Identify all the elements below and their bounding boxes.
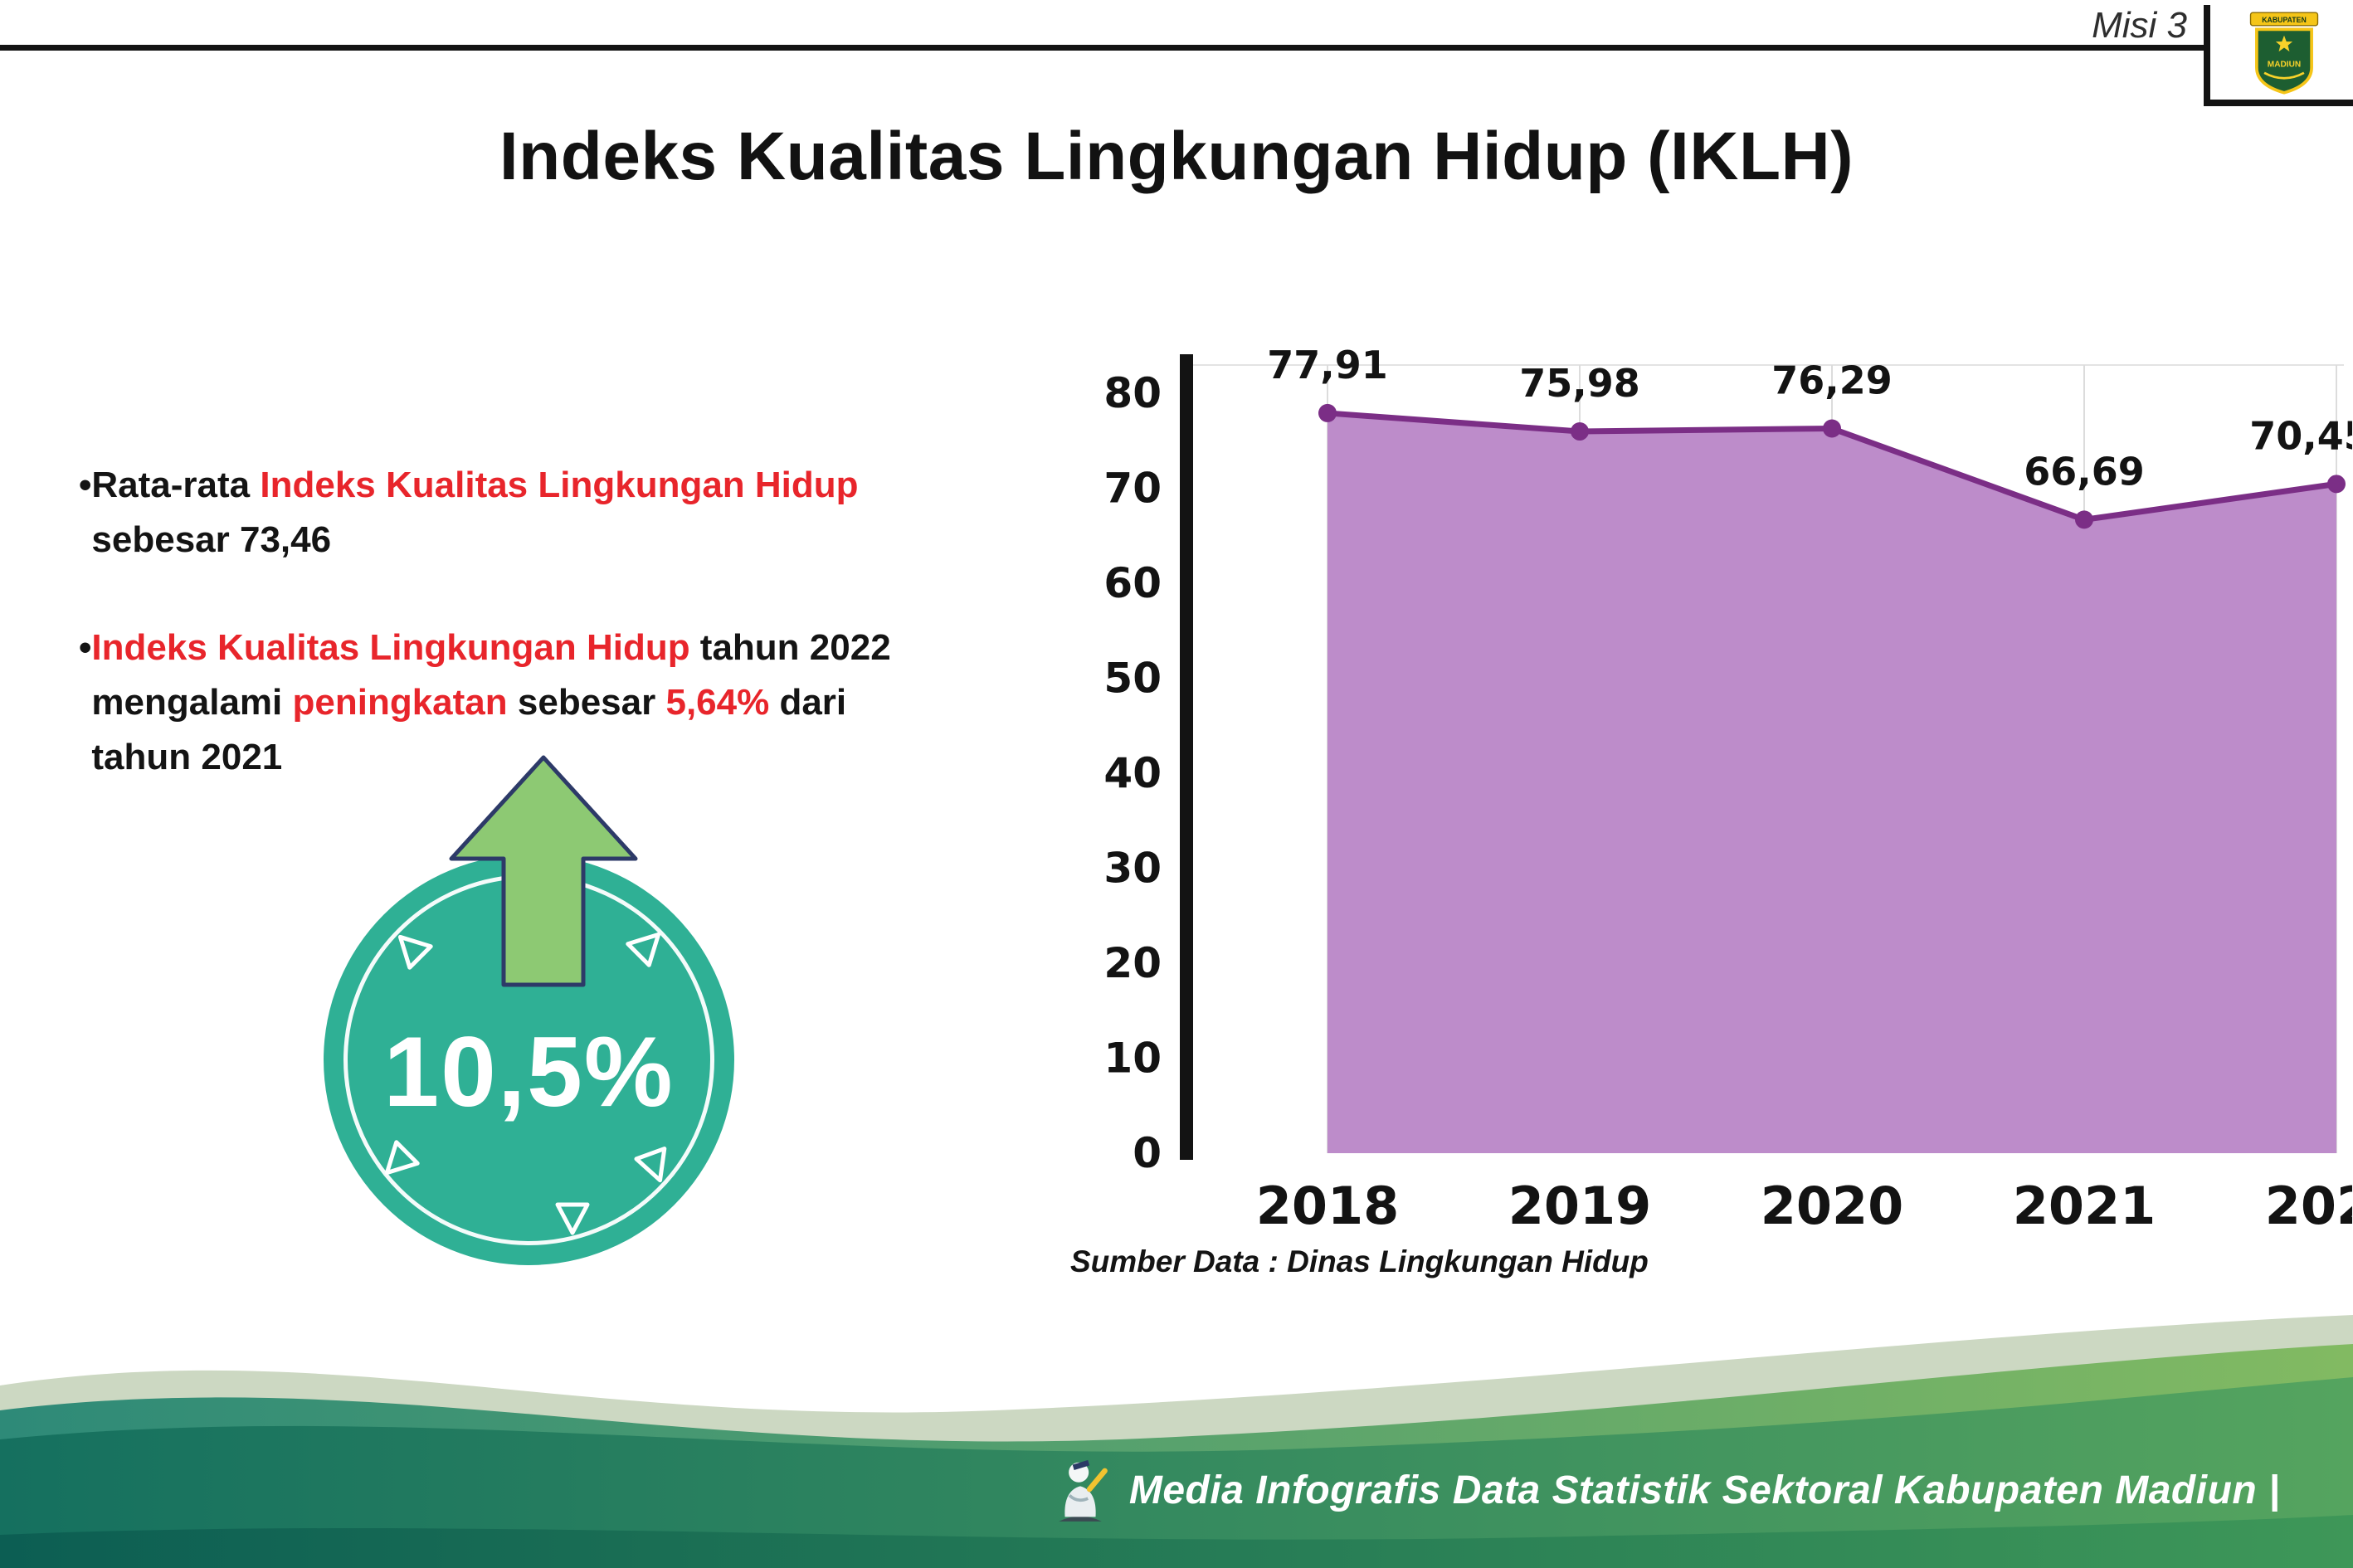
header-rule bbox=[0, 45, 2204, 51]
y-tick-label: 50 bbox=[1103, 655, 1162, 703]
y-tick-label: 20 bbox=[1103, 939, 1162, 987]
bullet-marker: • bbox=[79, 465, 92, 505]
page-title: Indeks Kualitas Lingkungan Hidup (IKLH) bbox=[499, 119, 1854, 194]
footer-credit-text: Media Infografis Data Statistik Sektoral… bbox=[1128, 1468, 2280, 1512]
data-point bbox=[1823, 419, 1841, 438]
misi-label: Misi 3 bbox=[2092, 5, 2187, 46]
value-label: 70,45 bbox=[2249, 413, 2352, 458]
footer-credit: Media Infografis Data Statistik Sektoral… bbox=[1050, 1455, 2280, 1525]
y-tick-label: 30 bbox=[1103, 845, 1162, 893]
summary-bullets: • Rata-rata Indeks Kualitas Lingkungan H… bbox=[79, 458, 913, 838]
y-tick-label: 0 bbox=[1133, 1129, 1162, 1177]
increase-percentage: 10,5% bbox=[383, 1016, 675, 1128]
badge-circle: 10,5% bbox=[324, 855, 734, 1265]
crest-icon: KABUPATEN MADIUN bbox=[2249, 12, 2319, 95]
highlight-iklh: Indeks Kualitas Lingkungan Hidup bbox=[91, 627, 690, 668]
area-fill bbox=[1328, 412, 2336, 1153]
footer-waves bbox=[0, 1315, 2353, 1568]
x-category-label: 2021 bbox=[2013, 1176, 2156, 1236]
y-tick-label: 40 bbox=[1103, 749, 1162, 797]
data-point bbox=[1318, 403, 1337, 422]
highlight-iklh: Indeks Kualitas Lingkungan Hidup bbox=[260, 465, 859, 505]
highlight-percentage: 5,64% bbox=[665, 682, 770, 723]
y-tick-label: 60 bbox=[1103, 559, 1162, 607]
logo-top-text: KABUPATEN bbox=[2262, 16, 2307, 24]
bullet-increase-2022: • Indeks Kualitas Lingkungan Hidup tahun… bbox=[79, 621, 913, 785]
value-label: 66,69 bbox=[2024, 449, 2145, 494]
data-source-label: Sumber Data : Dinas Lingkungan Hidup bbox=[1070, 1244, 1649, 1278]
bullet-average-iklh: • Rata-rata Indeks Kualitas Lingkungan H… bbox=[79, 458, 913, 567]
bullet-marker: • bbox=[79, 627, 92, 668]
bullet-average-iklh-text: Rata-rata Indeks Kualitas Lingkungan Hid… bbox=[91, 465, 859, 560]
y-tick-label: 70 bbox=[1103, 465, 1162, 513]
value-label: 77,91 bbox=[1267, 344, 1388, 387]
value-label: 75,98 bbox=[1519, 361, 1640, 406]
up-arrow-icon bbox=[449, 755, 638, 987]
x-category-label: 2020 bbox=[1761, 1176, 1904, 1236]
data-point bbox=[1571, 422, 1589, 441]
ring-triangle-marks bbox=[384, 932, 667, 1235]
kabupaten-madiun-logo: KABUPATEN MADIUN bbox=[2204, 5, 2353, 106]
value-label: 76,29 bbox=[1771, 358, 1893, 402]
bullet-increase-2022-text: Indeks Kualitas Lingkungan Hidup tahun 2… bbox=[91, 627, 891, 777]
iklh-chart: 77,91 75,98 76,29 66,69 70,45 0 10 20 30 40 50 60 70… bbox=[1041, 343, 2353, 1273]
mascot-icon bbox=[1058, 1459, 1108, 1522]
x-category-label: 2022 bbox=[2265, 1176, 2352, 1236]
logo-bottom-text: MADIUN bbox=[2268, 60, 2301, 69]
increase-badge: 10,5% bbox=[303, 730, 767, 1303]
data-point bbox=[2075, 510, 2093, 529]
iklh-chart-svg: 77,91 75,98 76,29 66,69 70,45 0 10 20 30 40 50 60 70… bbox=[1103, 343, 2353, 1236]
data-point bbox=[2327, 475, 2346, 494]
y-tick-label: 10 bbox=[1103, 1035, 1162, 1083]
x-category-label: 2018 bbox=[1256, 1176, 1400, 1236]
y-tick-label: 80 bbox=[1103, 369, 1162, 417]
x-category-label: 2019 bbox=[1508, 1176, 1652, 1236]
highlight-peningkatan: peningkatan bbox=[292, 682, 508, 723]
